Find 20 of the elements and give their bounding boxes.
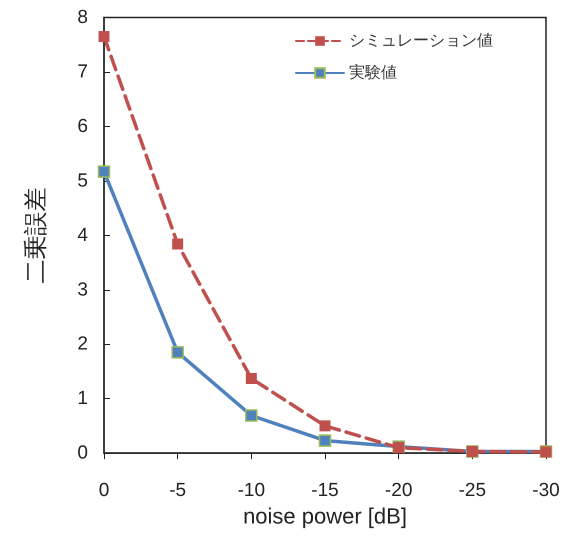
x-tick-label: 0 bbox=[98, 480, 110, 502]
y-tick-label: 2 bbox=[77, 334, 88, 355]
y-tick-label: 4 bbox=[77, 224, 88, 246]
x-axis-title: noise power [dB] bbox=[243, 504, 407, 528]
y-tick-label: 0 bbox=[77, 442, 88, 464]
y-tick-label: 6 bbox=[77, 116, 88, 137]
y-tick-label: 1 bbox=[77, 388, 88, 410]
y-tick-label: 3 bbox=[77, 279, 88, 300]
x-tick-label: -5 bbox=[169, 480, 186, 502]
y-axis-title: 二乗誤差 bbox=[22, 187, 50, 284]
legend-label: 実験値 bbox=[349, 64, 397, 82]
y-tick-label: 8 bbox=[77, 7, 88, 28]
x-tick-label: -10 bbox=[238, 480, 266, 502]
x-tick-label: -15 bbox=[311, 480, 339, 502]
x-tick-label: -25 bbox=[458, 480, 486, 502]
legend-label: シミュレーション値 bbox=[349, 32, 493, 50]
y-tick-label: 5 bbox=[77, 170, 88, 192]
x-tick-label: -30 bbox=[532, 480, 560, 502]
x-tick-label: -20 bbox=[384, 480, 412, 502]
y-tick-label: 7 bbox=[77, 61, 88, 82]
